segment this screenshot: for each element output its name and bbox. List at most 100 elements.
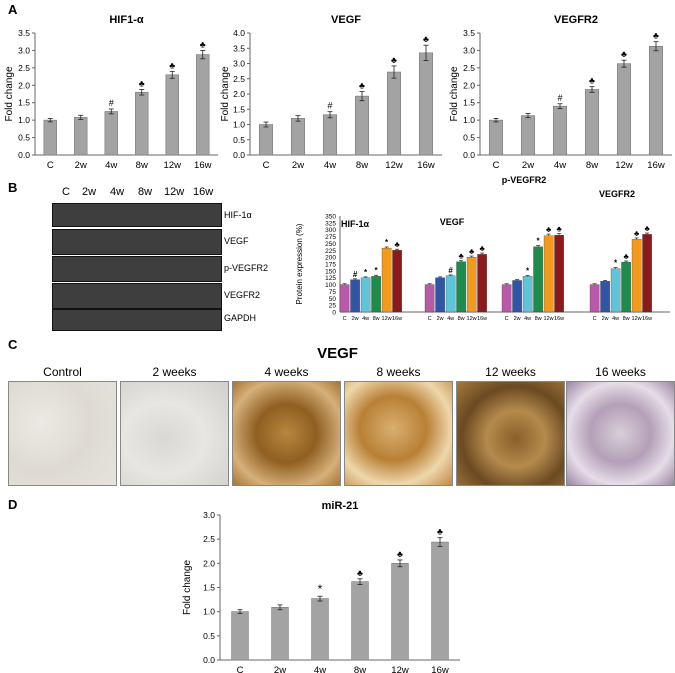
- significance-marker: ♣: [621, 49, 627, 59]
- x-tick-label: 4w: [105, 160, 117, 171]
- blot-label: VEGFR2: [224, 290, 261, 300]
- y-tick-label: 0.0: [203, 655, 215, 665]
- y-axis-label: Fold change: [220, 66, 231, 121]
- y-axis-label: Fold change: [182, 560, 193, 615]
- x-tick-label: C: [428, 316, 432, 322]
- bar: [610, 268, 621, 313]
- bar: [642, 234, 652, 313]
- y-tick-label: 2.0: [203, 558, 215, 568]
- bar: [339, 284, 350, 313]
- bar: [543, 235, 554, 313]
- y-tick-label: 1.0: [463, 115, 475, 125]
- chart-protein-expression: Protein expression (%) 025507510012515017…: [295, 175, 670, 322]
- bar: [354, 95, 370, 156]
- bar: [165, 74, 179, 156]
- y-tick-label: 2.5: [233, 74, 245, 84]
- bar: [600, 281, 610, 313]
- significance-marker: ♣: [469, 247, 475, 256]
- bar: [424, 284, 435, 313]
- bar: [350, 279, 360, 313]
- chart-mir21: miR-21 Fold change 0.0 0.5 1.0 1.5 2.0 2.5 3.0 C 2…: [182, 500, 460, 673]
- chart-title: VEGF: [331, 14, 361, 26]
- bar: [351, 581, 369, 661]
- y-tick-label: 2.5: [463, 63, 475, 73]
- x-tick-label: 2w: [602, 316, 609, 322]
- y-tick-label: 25: [329, 303, 337, 310]
- bar: [522, 276, 533, 313]
- y-tick-label: 0.0: [463, 150, 475, 160]
- x-tick-label: 12w: [544, 316, 554, 322]
- y-tick-label: 3.5: [233, 43, 245, 53]
- y-tick-label: 1.5: [463, 98, 475, 108]
- y-tick-label: 0: [332, 310, 336, 317]
- bar: [648, 45, 664, 156]
- x-tick-label: 12w: [382, 316, 392, 322]
- group-title: VEGF: [440, 217, 465, 227]
- significance-marker: ♣: [423, 34, 429, 44]
- y-tick-label: 100: [325, 282, 336, 289]
- y-tick-label: 2.5: [203, 534, 215, 544]
- group-title: p-VEGFR2: [502, 175, 547, 185]
- x-tick-label: 8w: [136, 160, 148, 171]
- significance-marker: ♣: [394, 240, 400, 249]
- blot-label: p-VEGFR2: [224, 263, 269, 273]
- blot-band-hif1a: [52, 203, 222, 227]
- significance-marker: ♣: [437, 527, 443, 537]
- x-tick-label: 12w: [164, 160, 182, 171]
- y-tick-label: 0.5: [463, 133, 475, 143]
- y-tick-label: 200: [325, 255, 336, 262]
- micrograph-label: Control: [43, 365, 82, 379]
- x-tick-label: 8w: [586, 160, 598, 171]
- bar: [589, 284, 600, 313]
- blot-band-p-vegfr2: [52, 256, 222, 282]
- bar: [231, 611, 249, 661]
- lane-label: C: [62, 186, 70, 198]
- panel-label-a: A: [8, 2, 18, 17]
- y-tick-label: 3.0: [18, 45, 30, 55]
- lane-label: 4w: [110, 186, 125, 198]
- x-tick-label: C: [593, 316, 597, 322]
- y-tick-label: 3.0: [463, 45, 475, 55]
- lane-label: 12w: [164, 186, 185, 198]
- panel-label-b: B: [8, 180, 18, 195]
- y-tick-label: 1.0: [233, 120, 245, 130]
- bar: [386, 71, 402, 156]
- bar: [616, 63, 632, 156]
- x-tick-label: 12w: [391, 665, 409, 673]
- bar: [381, 247, 392, 313]
- bar: [311, 598, 329, 661]
- x-tick-label: 16w: [554, 316, 564, 322]
- x-tick-label: 4w: [554, 160, 566, 171]
- x-tick-label: 2w: [514, 316, 521, 322]
- panel-c-title: VEGF: [317, 345, 358, 362]
- bar: [360, 277, 371, 313]
- significance-marker: #: [448, 266, 453, 275]
- x-tick-label: C: [493, 160, 500, 171]
- significance-marker: ♣: [556, 225, 562, 234]
- bar: [488, 119, 504, 156]
- y-tick-label: 3.5: [18, 28, 30, 38]
- blot-label: VEGF: [224, 236, 249, 246]
- significance-marker: *: [364, 268, 368, 277]
- y-tick-label: 4.0: [233, 28, 245, 38]
- bar: [445, 275, 456, 313]
- micrograph-2-weeks: 2 weeks: [120, 365, 229, 486]
- significance-marker: ♣: [546, 225, 552, 234]
- micrograph-image: [8, 381, 117, 486]
- significance-marker: ♣: [634, 229, 640, 238]
- x-tick-label: 2w: [75, 160, 87, 171]
- micrograph-label: 4 weeks: [264, 365, 309, 379]
- micrograph-12-weeks: 12 weeks: [456, 365, 565, 486]
- x-tick-label: 16w: [431, 665, 449, 673]
- y-tick-label: 150: [325, 268, 336, 275]
- bar: [456, 261, 466, 313]
- x-tick-label: 8w: [373, 316, 380, 322]
- x-tick-label: C: [237, 665, 244, 673]
- chart-title: VEGFR2: [554, 14, 598, 26]
- bar: [43, 119, 57, 156]
- bar: [104, 111, 118, 156]
- y-tick-label: 1.0: [203, 607, 215, 617]
- micrograph-image: [566, 381, 675, 486]
- bar: [477, 254, 487, 313]
- x-tick-label: 8w: [623, 316, 630, 322]
